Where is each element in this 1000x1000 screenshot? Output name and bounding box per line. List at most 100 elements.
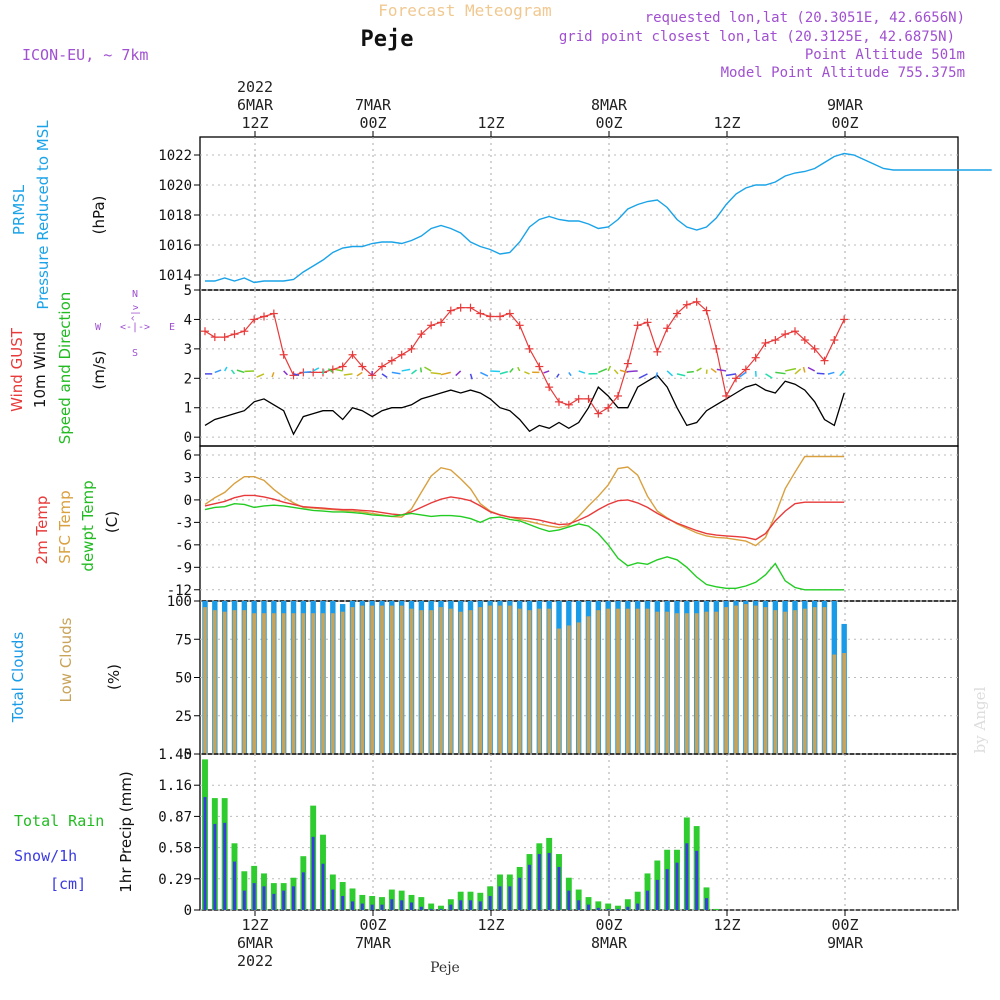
rain-bar bbox=[369, 896, 376, 910]
low-cloud-bar bbox=[753, 605, 758, 754]
low-cloud-bar bbox=[321, 613, 325, 754]
low-cloud-bar bbox=[635, 608, 640, 754]
rain-bar bbox=[713, 908, 720, 910]
low-cloud-bar bbox=[498, 605, 502, 754]
y-tick-label: 6 bbox=[184, 448, 192, 464]
gust-marker bbox=[692, 297, 701, 306]
top-date-label: 7MAR bbox=[355, 96, 392, 114]
y-tick-label: 1014 bbox=[158, 268, 192, 284]
snow-bar bbox=[636, 903, 640, 910]
low-cloud-label: Low Clouds bbox=[57, 617, 75, 702]
low-cloud-bar bbox=[340, 611, 345, 754]
gust-marker bbox=[604, 403, 613, 412]
y-tick-label: -3 bbox=[175, 515, 192, 531]
gust-marker bbox=[800, 336, 809, 345]
wind-arrow bbox=[578, 370, 586, 374]
wind-arrow bbox=[381, 373, 388, 379]
low-cloud-bar bbox=[262, 613, 266, 754]
wind-arrow bbox=[607, 365, 612, 372]
gust-marker bbox=[289, 371, 298, 380]
snow-bar bbox=[410, 902, 413, 910]
wind-arrow bbox=[424, 366, 432, 372]
snow-bar bbox=[321, 863, 325, 910]
low-cloud-bar bbox=[212, 610, 217, 754]
compass-east: E bbox=[169, 322, 175, 333]
cloud-labels: Total Clouds Low Clouds (%) bbox=[9, 617, 123, 723]
low-cloud-bar bbox=[743, 604, 748, 754]
bottom-date-label: 9MAR bbox=[827, 934, 864, 952]
wind-arrow bbox=[327, 368, 334, 373]
wind-arrow bbox=[401, 368, 411, 372]
snow-bar bbox=[419, 906, 423, 910]
gust-marker bbox=[830, 336, 839, 345]
wind-arrow bbox=[283, 370, 289, 376]
snow-bar bbox=[262, 886, 266, 910]
dew-label: dewpt Temp bbox=[79, 480, 97, 571]
gust-marker bbox=[348, 350, 357, 359]
wind-arrow bbox=[322, 369, 325, 375]
gust-marker bbox=[525, 344, 534, 353]
wind-arrow bbox=[654, 372, 659, 379]
gust-marker bbox=[702, 306, 711, 315]
wind-arrow bbox=[335, 368, 343, 372]
y-tick-label: 1.45 bbox=[158, 747, 192, 763]
snow-bar bbox=[537, 854, 541, 910]
snow-bar bbox=[626, 906, 630, 910]
wind-arrow bbox=[524, 371, 530, 375]
wind-arrow bbox=[469, 373, 473, 380]
y-tick-label: 1.16 bbox=[158, 778, 192, 794]
pressure-line bbox=[205, 152, 992, 284]
wind-arrow bbox=[343, 373, 353, 376]
sfc-temp-line bbox=[204, 455, 845, 547]
low-cloud-bar bbox=[714, 611, 719, 754]
low-cloud-bar bbox=[537, 608, 542, 754]
gust-marker bbox=[201, 327, 209, 336]
low-cloud-bar bbox=[566, 625, 571, 754]
wind-arrow bbox=[710, 367, 717, 374]
low-cloud-bar bbox=[724, 607, 729, 754]
temp-labels: 2m Temp SFC Temp dewpt Temp (C) bbox=[33, 480, 121, 571]
gust-marker bbox=[584, 394, 593, 403]
snow-bar bbox=[360, 903, 364, 910]
gust-marker bbox=[614, 391, 622, 400]
gust-marker bbox=[712, 344, 721, 353]
low-cloud-bar bbox=[429, 610, 434, 754]
top-hour-label: 12Z bbox=[241, 114, 268, 132]
top-hour-label: 00Z bbox=[831, 114, 858, 132]
point-altitude: Point Altitude 501m bbox=[805, 47, 965, 63]
wind-labels: Wind GUST 10m Wind Speed and Direction (… bbox=[8, 289, 175, 444]
gust-marker bbox=[840, 315, 849, 324]
low-cloud-bar bbox=[527, 610, 532, 754]
station-title: Peje bbox=[361, 27, 414, 52]
low-cloud-bar bbox=[802, 608, 807, 754]
gust-marker bbox=[269, 309, 278, 318]
low-cloud-bar bbox=[350, 607, 355, 754]
grid-coords: grid point closest lon,lat (20.3125E, 42… bbox=[559, 29, 955, 45]
snow-bar bbox=[675, 862, 679, 910]
wind-arrow bbox=[696, 367, 702, 372]
compass-west: W bbox=[95, 322, 102, 333]
top-date-label: 8MAR bbox=[591, 96, 628, 114]
wind-arrow bbox=[676, 373, 686, 377]
gust-marker bbox=[476, 309, 485, 318]
compass-ns-axis: ^|v bbox=[131, 305, 141, 321]
low-cloud-bar bbox=[311, 613, 316, 754]
compass-rose: N W <-|-> E ^|v S bbox=[95, 289, 175, 359]
snow-bar bbox=[596, 907, 600, 910]
wind-arrow bbox=[543, 370, 550, 374]
gust-marker bbox=[771, 336, 780, 345]
low-cloud-bar bbox=[547, 608, 552, 754]
gust-marker bbox=[358, 362, 367, 371]
gust-marker bbox=[545, 383, 554, 392]
bottom-hour-label: 00Z bbox=[831, 916, 858, 934]
wind-label: 10m Wind bbox=[31, 332, 49, 408]
snow-bar bbox=[577, 900, 581, 910]
rain-bar bbox=[438, 905, 444, 910]
wind-arrow bbox=[509, 367, 514, 373]
wind-arrow bbox=[619, 369, 629, 374]
rain-bar bbox=[418, 897, 425, 910]
snow-bar bbox=[528, 864, 531, 910]
y-tick-label: 4 bbox=[184, 312, 192, 328]
